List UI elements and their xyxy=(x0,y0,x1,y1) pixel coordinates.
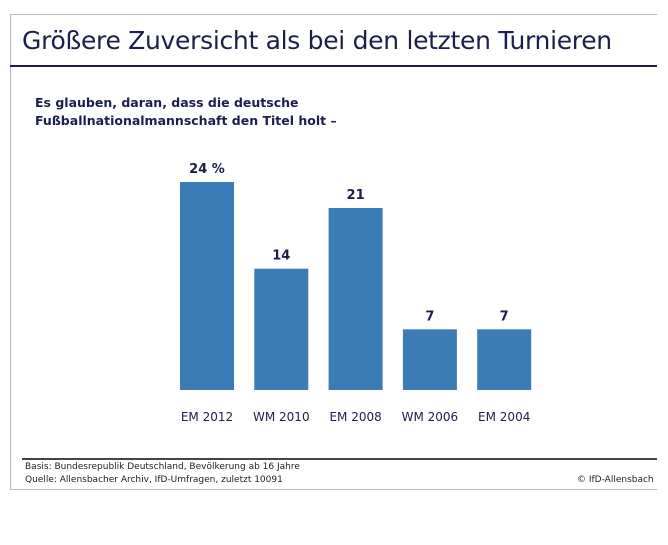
chart-frame xyxy=(10,14,657,490)
category-label: EM 2008 xyxy=(329,410,381,424)
data-label: 7 xyxy=(500,309,509,324)
chart-subtitle: Es glauben, daran, dass die deutsche Fuß… xyxy=(35,94,337,130)
category-label: EM 2012 xyxy=(181,410,233,424)
chart-title: Größere Zuversicht als bei den letzten T… xyxy=(22,26,612,55)
category-label: WM 2010 xyxy=(253,410,310,424)
bar-wm-2010 xyxy=(254,268,309,390)
subtitle-line-1: Es glauben, daran, dass die deutsche xyxy=(35,95,299,110)
subtitle-line-2: Fußballnationalmannschaft den Titel holt… xyxy=(35,113,337,128)
data-label: 24 % xyxy=(189,162,225,177)
bar-em-2008 xyxy=(328,208,383,390)
bar-em-2004 xyxy=(477,329,532,390)
data-label: 14 xyxy=(272,249,290,264)
title-divider xyxy=(10,65,657,67)
footer-copyright: © IfD-Allensbach xyxy=(577,475,654,485)
footer-source: Quelle: Allensbacher Archiv, IfD-Umfrage… xyxy=(25,475,283,485)
footer-divider xyxy=(22,458,657,460)
data-label: 21 xyxy=(347,188,365,203)
data-label: 7 xyxy=(425,309,434,324)
bar-em-2012 xyxy=(180,182,234,390)
footer-basis: Basis: Bundesrepublik Deutschland, Bevöl… xyxy=(25,462,300,472)
category-label: EM 2004 xyxy=(478,410,530,424)
bar-wm-2006 xyxy=(402,329,457,390)
category-label: WM 2006 xyxy=(402,410,459,424)
